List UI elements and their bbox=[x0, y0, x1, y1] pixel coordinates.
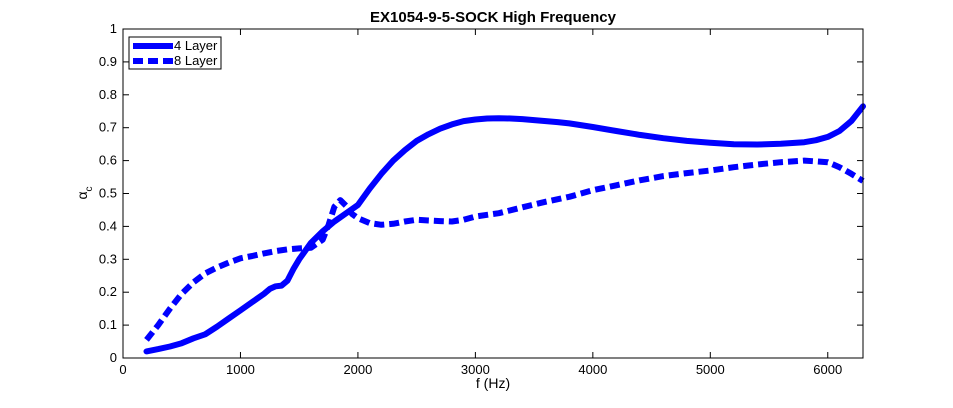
y-axis: 0 0.1 0.2 0.3 0.4 0.5 0.6 0.7 0.8 0.9 1 bbox=[99, 21, 863, 365]
series-line-8-layer bbox=[144, 157, 865, 342]
x-tick-label: 4000 bbox=[578, 362, 607, 377]
y-tick-label: 0 bbox=[110, 350, 117, 365]
x-tick-label: 3000 bbox=[461, 362, 490, 377]
y-tick-label: 0.3 bbox=[99, 251, 117, 266]
x-axis-label: f (Hz) bbox=[476, 375, 510, 391]
chart-title: EX1054-9-5-SOCK High Frequency bbox=[370, 9, 617, 26]
y-tick-label: 0.2 bbox=[99, 284, 117, 299]
y-tick-label: 1 bbox=[110, 21, 117, 36]
plot-area bbox=[143, 103, 866, 355]
y-tick-label: 0.4 bbox=[99, 218, 117, 233]
y-tick-label: 0.1 bbox=[99, 317, 117, 332]
legend: 4 Layer 8 Layer bbox=[128, 36, 222, 70]
x-tick-label: 6000 bbox=[813, 362, 842, 377]
y-tick-label: 0.7 bbox=[99, 120, 117, 135]
x-tick-label: 5000 bbox=[696, 362, 725, 377]
x-tick-label: 0 bbox=[119, 362, 126, 377]
y-axis-label-symbol: α bbox=[74, 191, 90, 199]
x-tick-label: 2000 bbox=[343, 362, 372, 377]
y-tick-label: 0.9 bbox=[99, 54, 117, 69]
x-axis: 0 1000 2000 3000 4000 5000 6000 bbox=[119, 29, 842, 377]
y-axis-label-group: αc bbox=[74, 186, 95, 199]
series-line-4-layer bbox=[143, 103, 866, 355]
x-tick-label: 1000 bbox=[226, 362, 255, 377]
y-tick-label: 0.8 bbox=[99, 87, 117, 102]
legend-label-8-layer: 8 Layer bbox=[174, 53, 218, 68]
y-axis-label: αc bbox=[74, 186, 95, 199]
legend-label-4-layer: 4 Layer bbox=[174, 38, 218, 53]
y-axis-label-subscript: c bbox=[84, 186, 95, 191]
legend-box bbox=[128, 36, 222, 70]
y-tick-label: 0.5 bbox=[99, 186, 117, 201]
y-tick-label: 0.6 bbox=[99, 153, 117, 168]
